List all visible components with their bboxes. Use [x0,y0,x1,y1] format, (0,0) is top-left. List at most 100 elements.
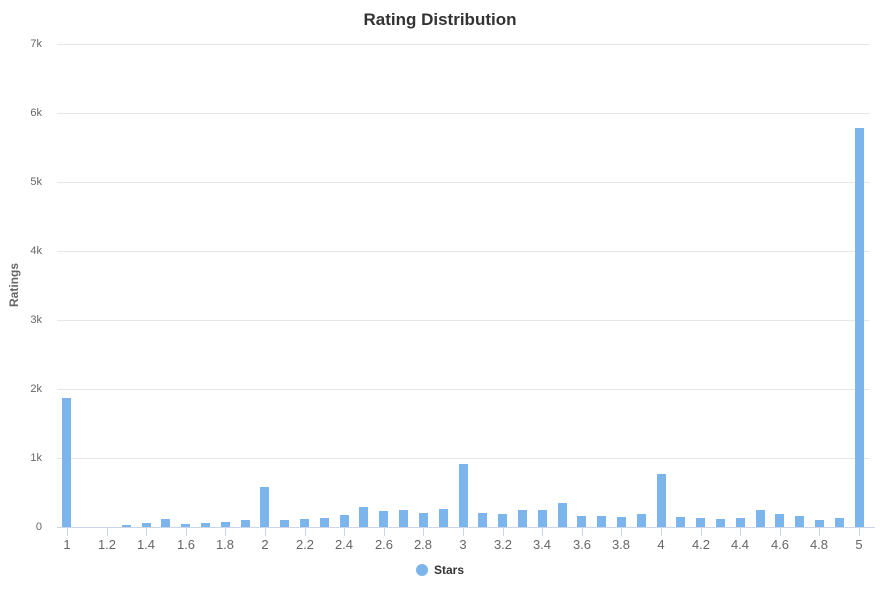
x-axis-tick-label: 3 [459,537,467,552]
bar[interactable] [795,516,804,527]
y-axis-tick-label: 7k [30,38,42,50]
x-axis-line [57,527,875,528]
x-axis-tick-label: 1.8 [215,537,235,552]
legend-item-stars[interactable]: Stars [415,563,465,577]
x-axis-tick [740,528,741,536]
x-axis-tick-label: 3.6 [572,537,592,552]
bar[interactable] [518,510,527,527]
bar[interactable] [775,514,784,527]
bar[interactable] [340,515,349,527]
x-axis-tick [819,528,820,536]
bar[interactable] [221,522,230,527]
x-axis-tick [344,528,345,536]
y-gridline [57,44,869,45]
x-axis-tick [384,528,385,536]
bar[interactable] [498,514,507,527]
x-axis-tick [780,528,781,536]
bar[interactable] [716,519,725,527]
x-axis-tick-label: 2 [261,537,269,552]
x-axis-tick [503,528,504,536]
bar[interactable] [142,523,151,527]
bar[interactable] [300,519,309,527]
bar[interactable] [855,128,864,527]
bar[interactable] [359,507,368,527]
x-axis-tick-label: 1.4 [136,537,156,552]
x-axis-tick-label: 4 [657,537,665,552]
y-gridline [57,320,869,321]
y-gridline [57,182,869,183]
bar[interactable] [617,517,626,527]
x-axis-tick [265,528,266,536]
bar[interactable] [577,516,586,527]
x-axis-tick [146,528,147,536]
x-axis-tick [701,528,702,536]
x-axis-tick-label: 1 [63,537,71,552]
bar[interactable] [756,510,765,527]
bar[interactable] [538,510,547,527]
x-axis-tick [661,528,662,536]
y-gridline [57,458,869,459]
x-axis-tick [305,528,306,536]
bar[interactable] [241,520,250,527]
bar[interactable] [201,523,210,527]
x-axis-tick-label: 2.2 [295,537,315,552]
bar[interactable] [181,524,190,527]
bar[interactable] [320,518,329,527]
y-axis-title: Ratings [7,262,21,308]
x-axis-tick [542,528,543,536]
y-axis-tick-label: 5k [30,176,42,188]
x-axis-tick-label: 4.6 [770,537,790,552]
bar[interactable] [657,474,666,527]
y-gridline [57,389,869,390]
y-axis-tick-label: 3k [30,314,42,326]
bar[interactable] [280,520,289,527]
bar[interactable] [558,503,567,527]
x-axis-tick [225,528,226,536]
chart-title: Rating Distribution [363,10,517,29]
bar[interactable] [161,519,170,527]
bar[interactable] [122,525,131,527]
x-axis-tick [582,528,583,536]
bar[interactable] [379,511,388,527]
y-axis-tick-label: 1k [30,452,42,464]
x-axis-tick [186,528,187,536]
bar[interactable] [637,514,646,527]
bar[interactable] [835,518,844,527]
bar[interactable] [815,520,824,527]
bar[interactable] [399,510,408,527]
bar[interactable] [736,518,745,527]
x-axis-tick-label: 1.2 [97,537,117,552]
x-axis-tick-label: 1.6 [176,537,196,552]
bar[interactable] [696,518,705,527]
bar[interactable] [597,516,606,527]
x-axis-tick [463,528,464,536]
bar[interactable] [459,464,468,527]
legend-label: Stars [433,563,465,577]
bar[interactable] [478,513,487,527]
x-axis-tick [859,528,860,536]
x-axis-tick [67,528,68,536]
x-axis-tick [107,528,108,536]
x-axis-tick-label: 4.2 [691,537,711,552]
x-axis-tick-label: 5 [855,537,863,552]
legend: Stars [0,563,880,577]
bar[interactable] [439,509,448,527]
x-axis-tick [621,528,622,536]
x-axis-tick-label: 4.4 [730,537,750,552]
x-axis-tick-label: 2.4 [334,537,354,552]
y-gridline [57,251,869,252]
x-axis-tick-label: 3.8 [611,537,631,552]
y-axis-tick-label: 6k [30,107,42,119]
bar[interactable] [62,398,71,527]
y-gridline [57,113,869,114]
bar[interactable] [676,517,685,527]
bar[interactable] [260,487,269,527]
x-axis-tick-label: 3.4 [532,537,552,552]
x-axis-tick-label: 3.2 [493,537,513,552]
y-axis-tick-label: 2k [30,383,42,395]
series-marker-icon [415,564,428,576]
bar[interactable] [419,513,428,527]
y-axis-tick-label: 0 [35,521,42,533]
x-axis-tick-label: 2.6 [374,537,394,552]
